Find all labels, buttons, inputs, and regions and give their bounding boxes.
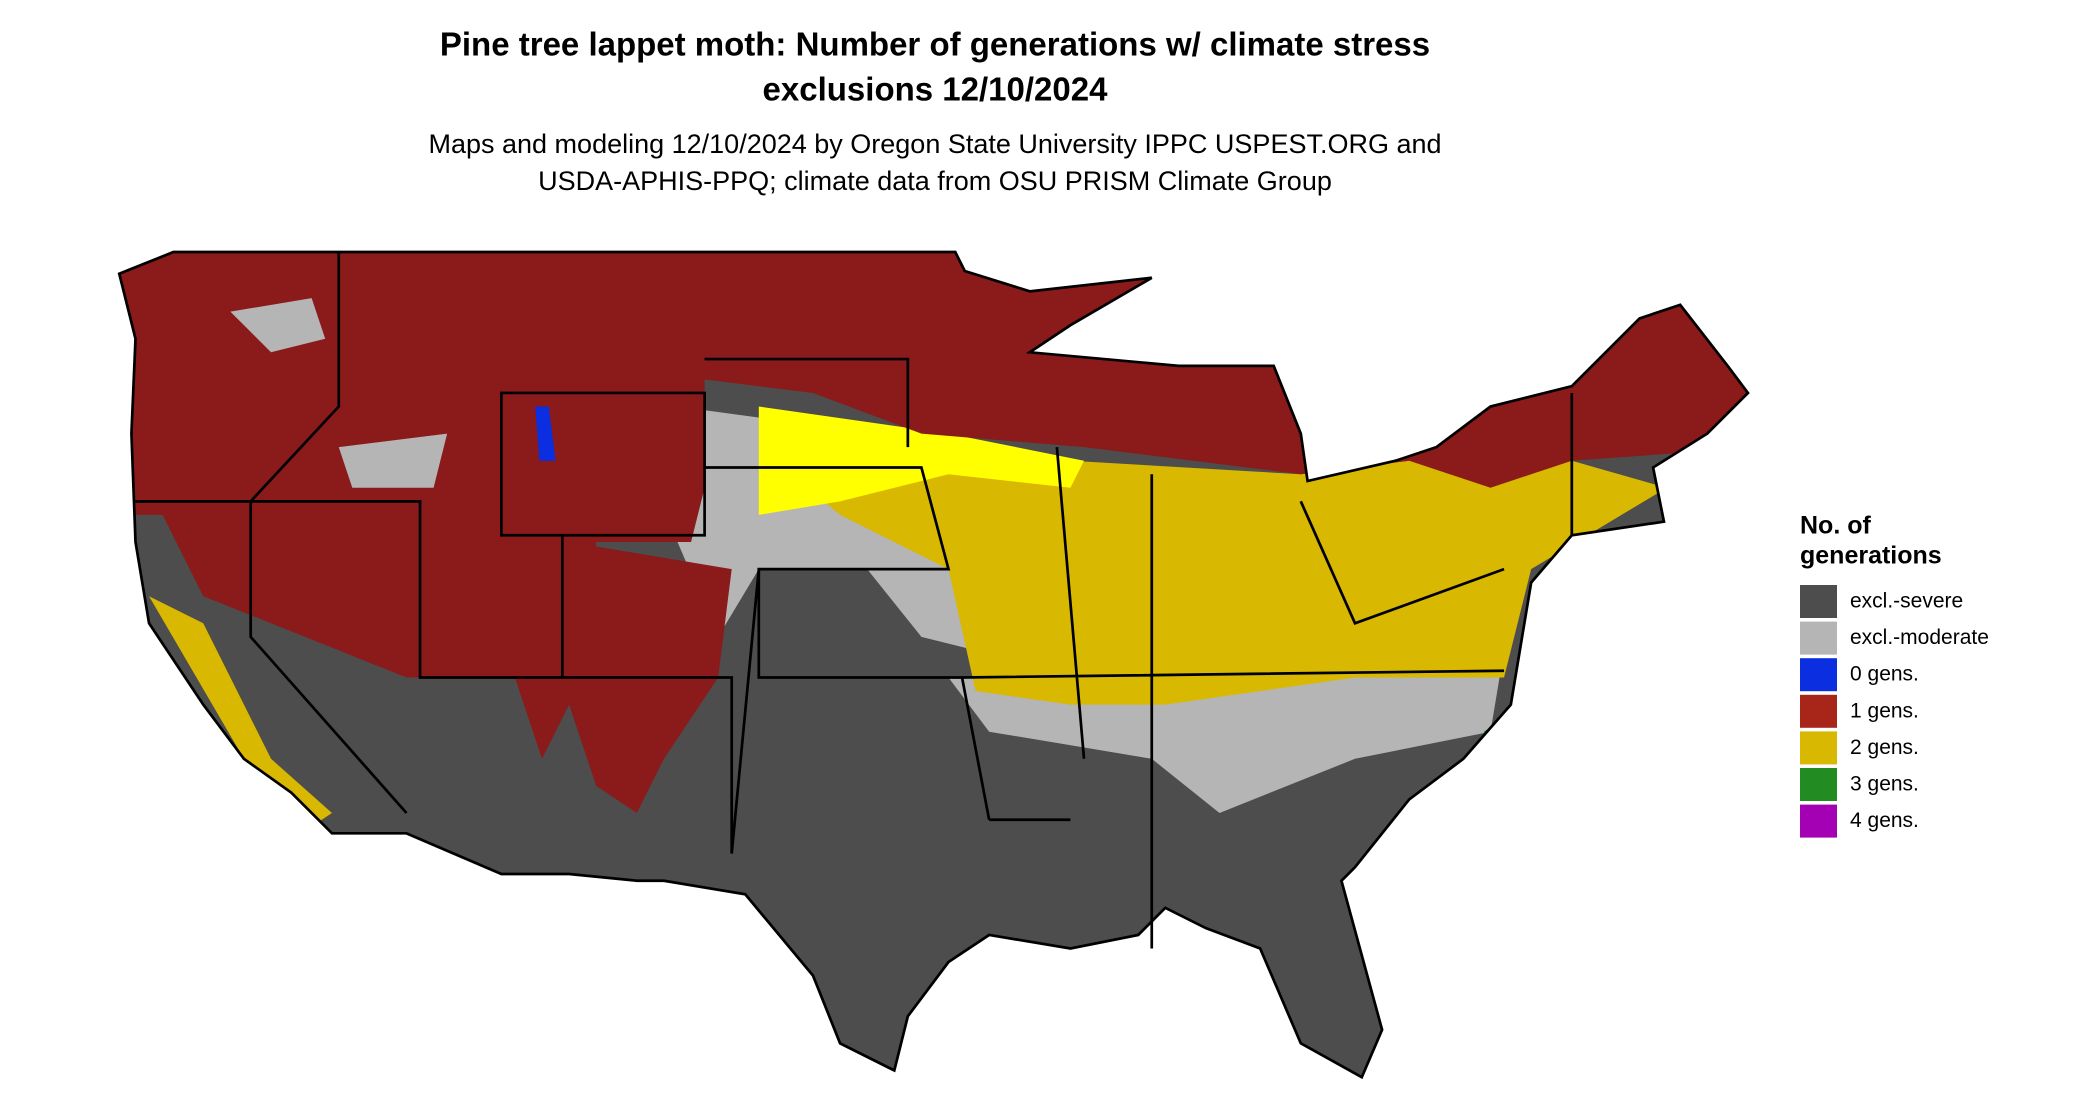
map bbox=[117, 250, 1750, 1080]
legend-label: 3 gens. bbox=[1850, 773, 1919, 796]
legend-swatch bbox=[1800, 585, 1837, 618]
subtitle: Maps and modeling 12/10/2024 by Oregon S… bbox=[428, 129, 1441, 159]
legend-swatch bbox=[1800, 731, 1837, 765]
legend-swatch bbox=[1800, 694, 1837, 728]
legend-title: generations bbox=[1800, 542, 1942, 570]
legend-swatch bbox=[1800, 804, 1837, 838]
legend-label: 4 gens. bbox=[1850, 809, 1919, 832]
legend-label: 0 gens. bbox=[1850, 663, 1919, 686]
subtitle: USDA-APHIS-PPQ; climate data from OSU PR… bbox=[538, 166, 1332, 196]
legend-title: No. of bbox=[1800, 512, 1871, 540]
legend-label: 2 gens. bbox=[1850, 736, 1919, 759]
legend-label: excl.-severe bbox=[1850, 590, 1963, 613]
title: Pine tree lappet moth: Number of generat… bbox=[440, 26, 1430, 63]
legend-label: excl.-moderate bbox=[1850, 626, 1989, 649]
legend-label: 1 gens. bbox=[1850, 699, 1919, 722]
legend-swatch bbox=[1800, 768, 1837, 801]
legend-swatch bbox=[1800, 658, 1837, 692]
title: exclusions 12/10/2024 bbox=[763, 71, 1109, 108]
legend-swatch bbox=[1800, 621, 1837, 655]
legend: excl.-severe excl.-moderate 0 gens. 1 gens.… bbox=[1800, 585, 1989, 838]
